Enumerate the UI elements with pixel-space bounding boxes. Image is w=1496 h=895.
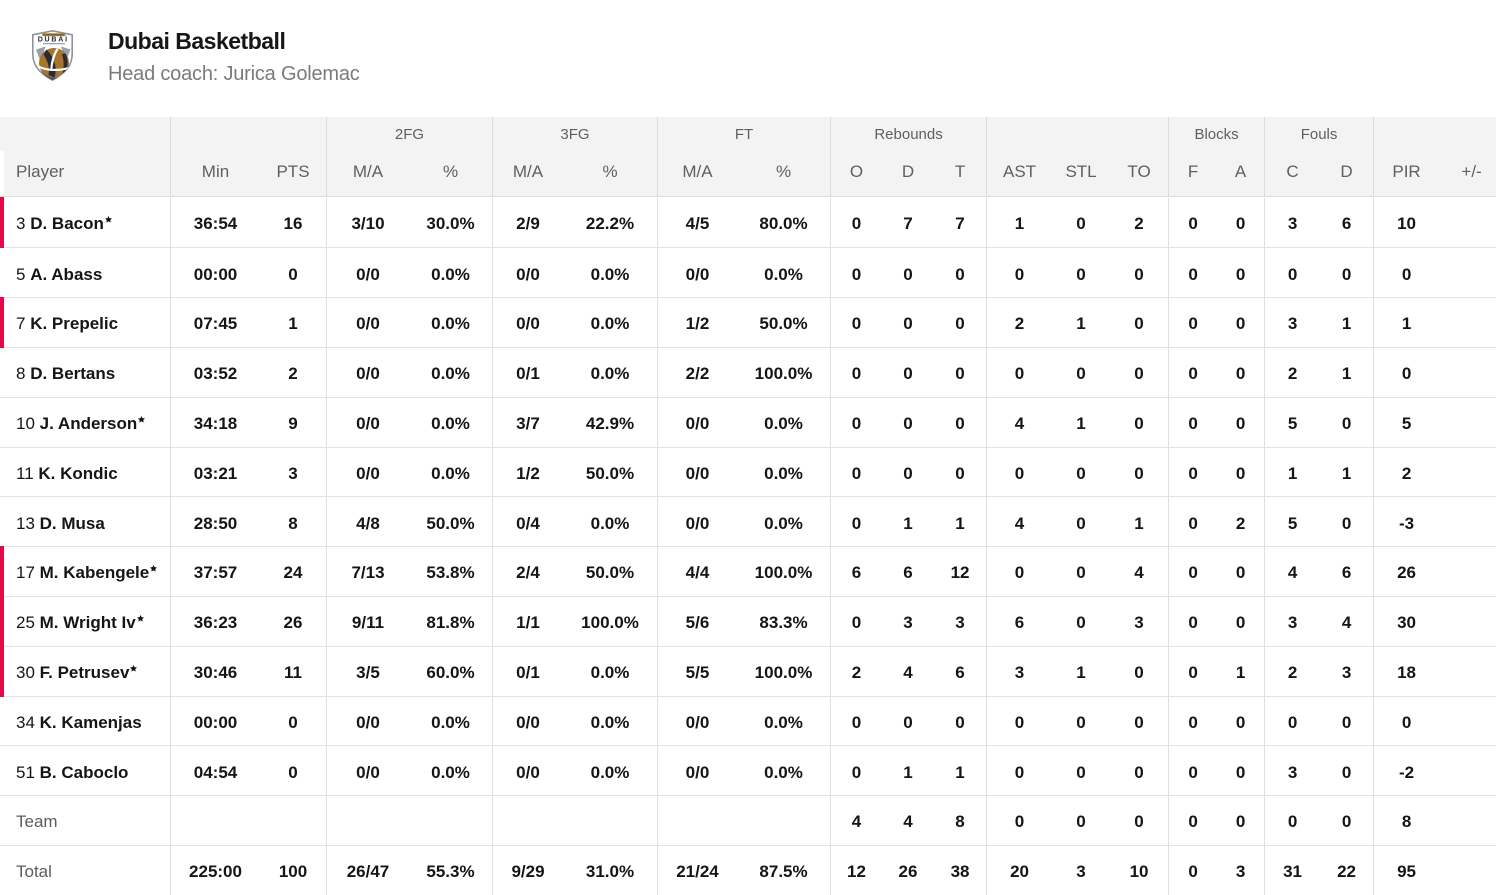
- svg-text:DUBAI: DUBAI: [38, 37, 69, 44]
